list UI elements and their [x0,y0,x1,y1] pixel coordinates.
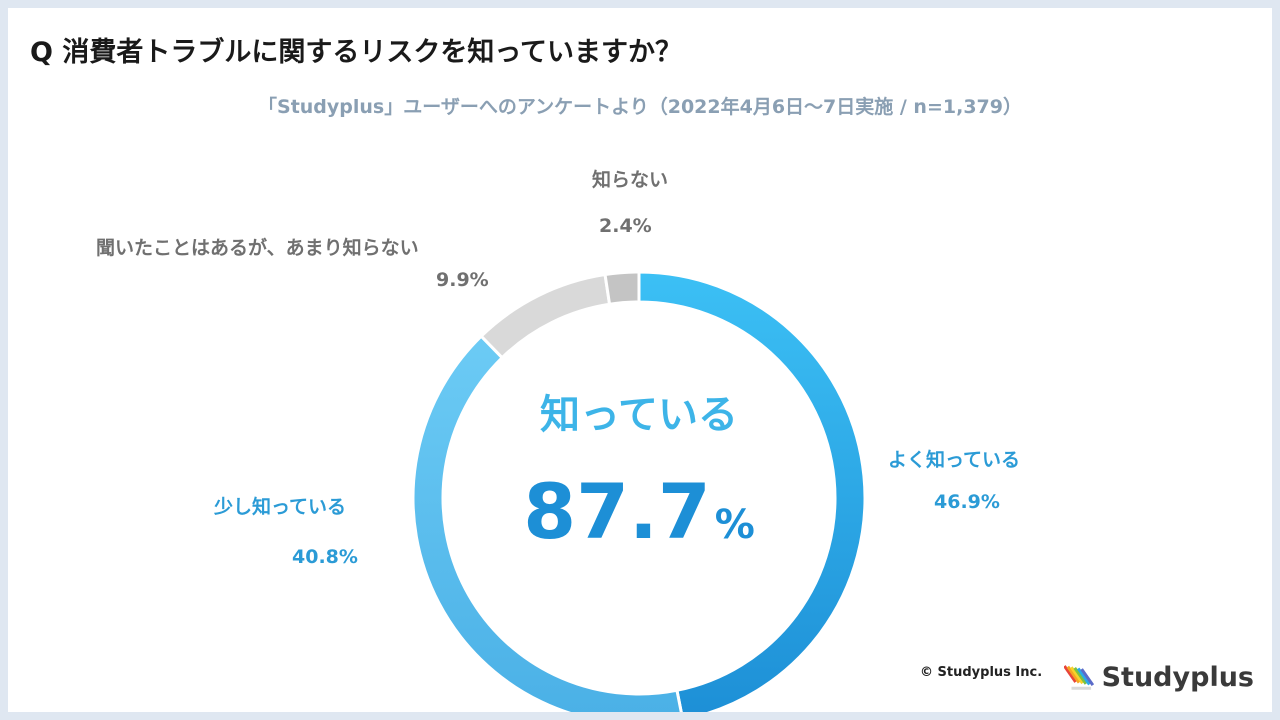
label-kiita-koto-wa-aru: 聞いたことはあるが、あまり知らない [96,236,419,259]
segment-yoku-shitteiru [637,270,867,712]
logo-text: Studyplus [1101,661,1254,693]
logo-stripe [1066,665,1081,684]
center-value: 87.7 [523,467,711,556]
survey-subtitle: 「Studyplus」ユーザーへのアンケートより（2022年4月6日〜7日実施 … [258,96,1022,118]
value-kiita-koto-wa-aru: 9.9% [436,269,489,291]
studyplus-logo: Studyplus [1064,652,1254,702]
center-total: 87.7% [523,467,755,556]
value-sukoshi-shitteiru: 40.8% [292,546,358,568]
segment-shiranai [603,270,641,306]
donut-chart: よく知っている 46.9% 少し知っている 40.8% 聞いたことはあるが、あま… [96,168,1020,712]
logo-stripe [1064,665,1077,683]
logo-stripe [1076,667,1091,686]
label-shiranai: 知らない [592,168,668,191]
label-sukoshi-shitteiru: 少し知っている [213,495,346,518]
donut-segments [411,270,867,712]
logo-stripe [1073,666,1088,685]
value-yoku-shitteiru: 46.9% [934,491,1000,513]
logo-stripe [1070,666,1084,685]
center-label: 知っている [540,392,738,438]
pencil-stripes-icon [1064,665,1095,690]
logo-stripe [1080,668,1095,686]
label-yoku-shitteiru: よく知っている [888,448,1020,471]
chart-card: Q 消費者トラブルに関するリスクを知っていますか？ 「Studyplus」ユーザ… [8,8,1272,712]
segment-kiita-koto-wa-aru [479,272,612,360]
copyright-notice: © Studyplus Inc. [920,665,1043,680]
center-unit: % [715,502,755,548]
question-title: Q 消費者トラブルに関するリスクを知っていますか？ [30,37,683,68]
value-shiranai: 2.4% [599,215,652,237]
